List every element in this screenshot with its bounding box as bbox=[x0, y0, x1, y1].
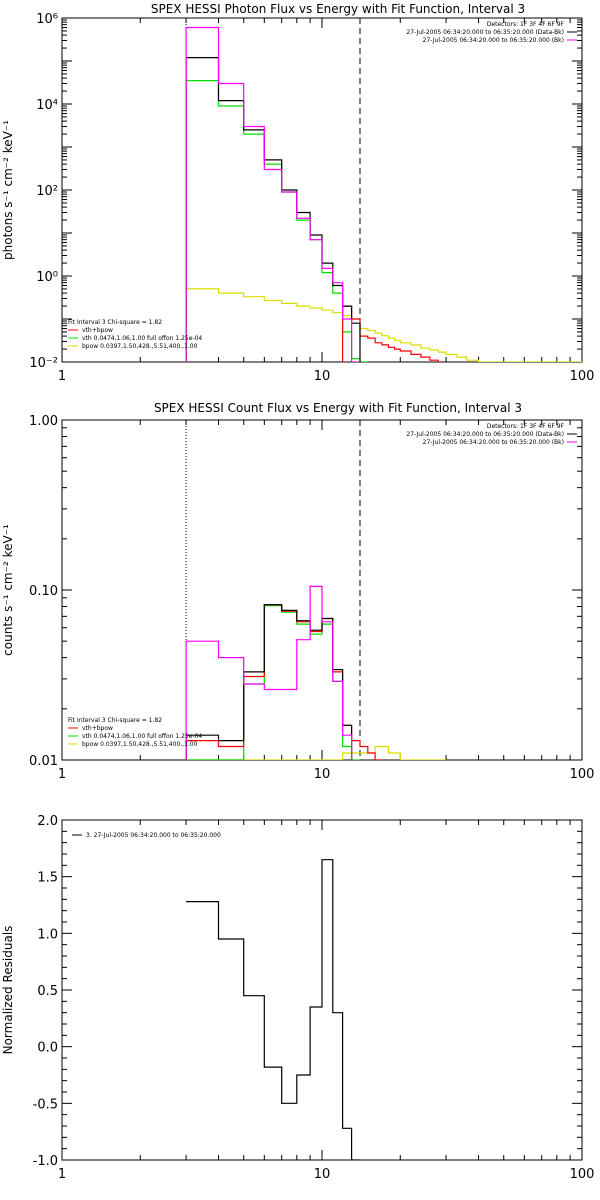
photon-flux-ytick-label: 10² bbox=[36, 184, 58, 199]
count-flux-series-total bbox=[185, 604, 382, 760]
count-flux-title: SPEX HESSI Count Flux vs Energy with Fit… bbox=[154, 401, 522, 415]
count-flux-legend-label: 27-Jul-2005 06:34:20.000 to 06:35:20.000… bbox=[406, 431, 564, 438]
photon-flux-series-total bbox=[342, 305, 439, 362]
residuals-series-group bbox=[186, 859, 360, 1160]
residuals-ytick-label: 0.5 bbox=[37, 984, 58, 999]
photon-flux-ytick-label: 10⁻² bbox=[29, 356, 58, 371]
photon-flux-legend-label: vth+bpow bbox=[82, 327, 113, 334]
photon-flux-series-group bbox=[185, 26, 582, 362]
residuals-xtick-label: 100 bbox=[570, 1167, 595, 1182]
count-flux-legend-label: 27-Jul-2005 06:34:20.000 to 06:35:20.000… bbox=[423, 439, 564, 446]
photon-flux-legend-label: Detectors: 1F 3F 4F 6F 9F bbox=[487, 21, 565, 28]
count-flux-legend-label: vth 0.0474,1.06,1.00 full offon 1.25e-04 bbox=[82, 733, 202, 740]
residuals-legend-label: 3. 27-Jul-2005 06:34:20.000 to 06:35:20.… bbox=[86, 832, 221, 839]
count-flux-legend-label: Detectors: 1F 3F 4F 6F 9F bbox=[487, 423, 565, 430]
residuals-xtick-label: 10 bbox=[314, 1167, 331, 1182]
count-flux-legend-label: bpow 0.0397,1.50,428.,5.51,400.,1.00 bbox=[82, 741, 198, 748]
photon-flux-panel: SPEX HESSI Photon Flux vs Energy with Fi… bbox=[1, 2, 594, 384]
count-flux-series-vth bbox=[186, 605, 360, 760]
count-flux-series-data bbox=[185, 604, 353, 760]
count-flux-ytick-label: 0.01 bbox=[29, 754, 58, 769]
count-flux-xtick-label: 100 bbox=[570, 767, 595, 782]
count-flux-fit-label: Fit Interval 3 Chi-square = 1.82 bbox=[68, 717, 162, 724]
photon-flux-ytick-label: 10⁴ bbox=[36, 98, 58, 113]
count-flux-ylabel: counts s⁻¹ cm⁻² keV⁻¹ bbox=[1, 524, 15, 656]
photon-flux-legend-label: vth 0.0474,1.06,1.00 full offon 1.25e-04 bbox=[82, 335, 202, 342]
photon-flux-ytick-label: 10⁶ bbox=[36, 12, 58, 27]
residuals-ytick-label: 1.5 bbox=[37, 871, 58, 886]
count-flux-xtick-label: 10 bbox=[314, 767, 331, 782]
count-flux-series-bpow bbox=[186, 745, 447, 760]
photon-flux-ytick-label: 10⁰ bbox=[36, 270, 58, 285]
residuals-ytick-label: 0.0 bbox=[37, 1041, 58, 1056]
photon-flux-series-bpow bbox=[185, 288, 582, 362]
photon-flux-legend-label: 27-Jul-2005 06:34:20.000 to 06:35:20.000… bbox=[423, 37, 564, 44]
photon-flux-series-bk bbox=[185, 26, 360, 362]
photon-flux-xtick-label: 1 bbox=[58, 369, 66, 384]
count-flux-series-bk bbox=[185, 585, 353, 760]
residuals-ytick-label: 1.0 bbox=[37, 927, 58, 942]
photon-flux-fit-label: Fit Interval 3 Chi-square = 1.82 bbox=[68, 319, 162, 326]
count-flux-xtick-label: 1 bbox=[58, 767, 66, 782]
count-flux-panel: SPEX HESSI Count Flux vs Energy with Fit… bbox=[1, 401, 594, 782]
photon-flux-legend-label: bpow 0.0397,1.50,428.,5.51,400.,1.00 bbox=[82, 343, 198, 350]
count-flux-ytick-label: 1.00 bbox=[29, 414, 58, 429]
count-flux-legend-label: vth+bpow bbox=[82, 725, 113, 732]
photon-flux-legend-label: 27-Jul-2005 06:34:20.000 to 06:35:20.000… bbox=[406, 29, 564, 36]
residuals-panel: Normalized Residuals 1 10 100 -1.0 -0.5 0.0 0.… bbox=[1, 814, 594, 1182]
residuals-series-data bbox=[186, 859, 360, 1160]
residuals-ylabel: Normalized Residuals bbox=[1, 926, 15, 1055]
count-flux-series-group bbox=[185, 585, 447, 760]
count-flux-ytick-label: 0.10 bbox=[29, 584, 58, 599]
photon-flux-xtick-label: 100 bbox=[570, 369, 595, 384]
residuals-xtick-label: 1 bbox=[58, 1167, 66, 1182]
residuals-ytick-label: -1.0 bbox=[33, 1154, 58, 1169]
photon-flux-ylabel: photons s⁻¹ cm⁻² keV⁻¹ bbox=[1, 120, 15, 260]
photon-flux-series-vth bbox=[185, 80, 368, 362]
residuals-ytick-label: 2.0 bbox=[37, 814, 58, 829]
residuals-ytick-label: -0.5 bbox=[33, 1097, 58, 1112]
photon-flux-series-data bbox=[185, 57, 361, 362]
photon-flux-title: SPEX HESSI Photon Flux vs Energy with Fi… bbox=[151, 2, 525, 16]
photon-flux-xtick-label: 10 bbox=[314, 369, 331, 384]
